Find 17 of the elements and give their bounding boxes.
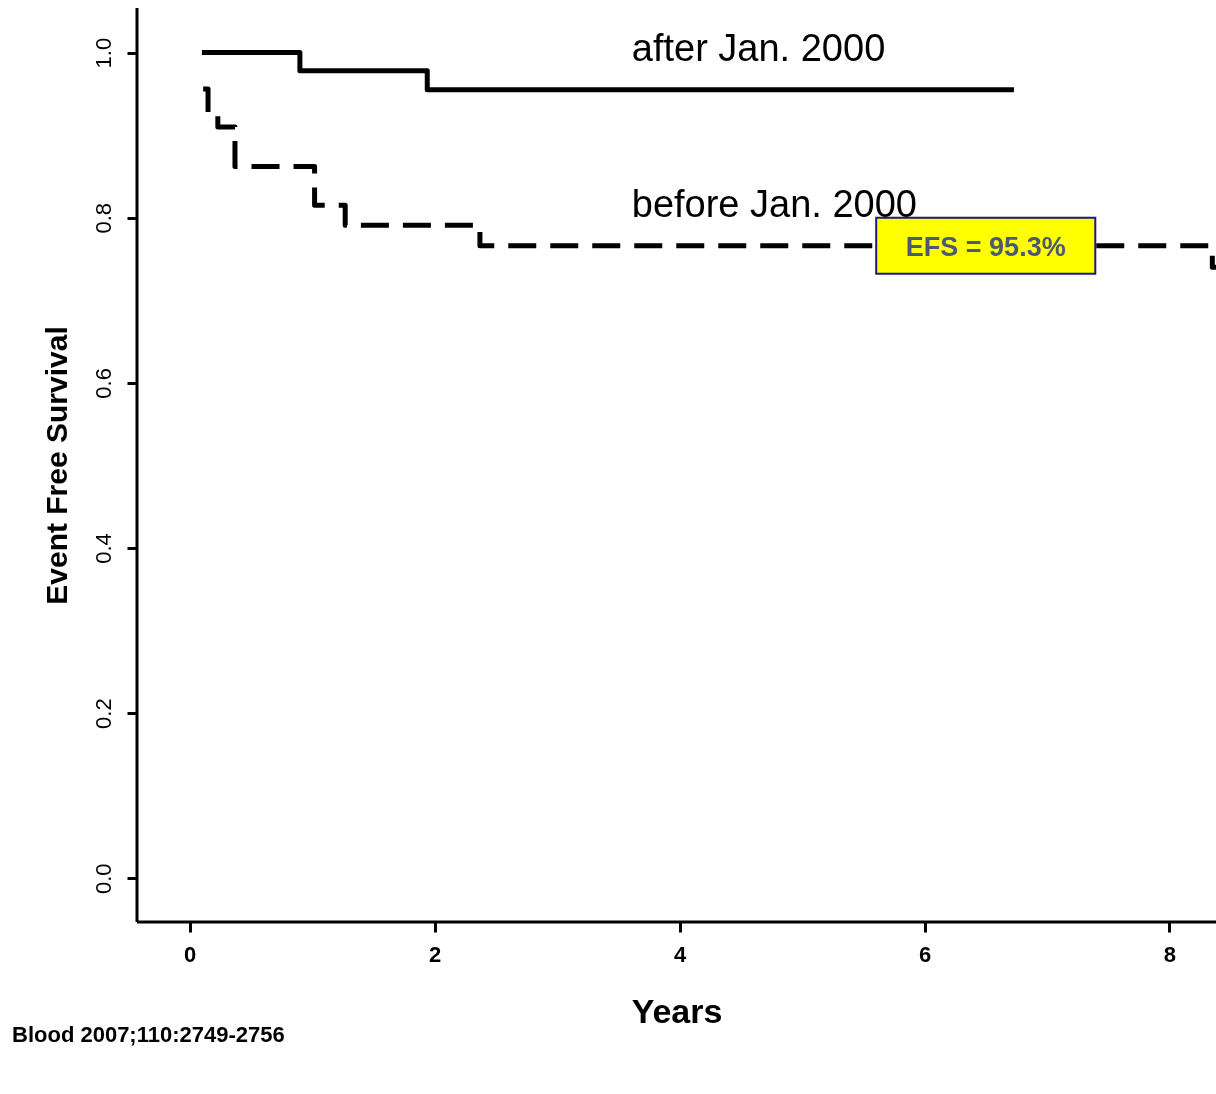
x-tick-label: 8 <box>1163 941 1177 967</box>
x-tick-label: 2 <box>428 941 442 967</box>
y-tick-label: 0.8 <box>90 202 116 234</box>
x-tick-label: 0 <box>184 941 197 967</box>
y-axis-title: Event Free Survival <box>39 326 73 605</box>
series-label: before Jan. 2000 <box>631 182 917 225</box>
x-tick-label: 4 <box>673 941 687 967</box>
y-tick-label: 0.6 <box>90 368 116 399</box>
y-tick-label: 1.0 <box>90 37 116 69</box>
text: Blood 2007;110:2749-2756 <box>12 1022 285 1047</box>
x-tick-label: 6 <box>918 941 932 967</box>
y-tick-label: 0.4 <box>90 533 116 564</box>
series-label: after Jan. 2000 <box>631 27 886 70</box>
annotation: EFS = 95.3% <box>905 231 1066 262</box>
y-tick-label: 0.2 <box>90 698 116 729</box>
y-tick-label: 0.0 <box>90 863 116 895</box>
x-axis-title: Years <box>631 991 723 1030</box>
